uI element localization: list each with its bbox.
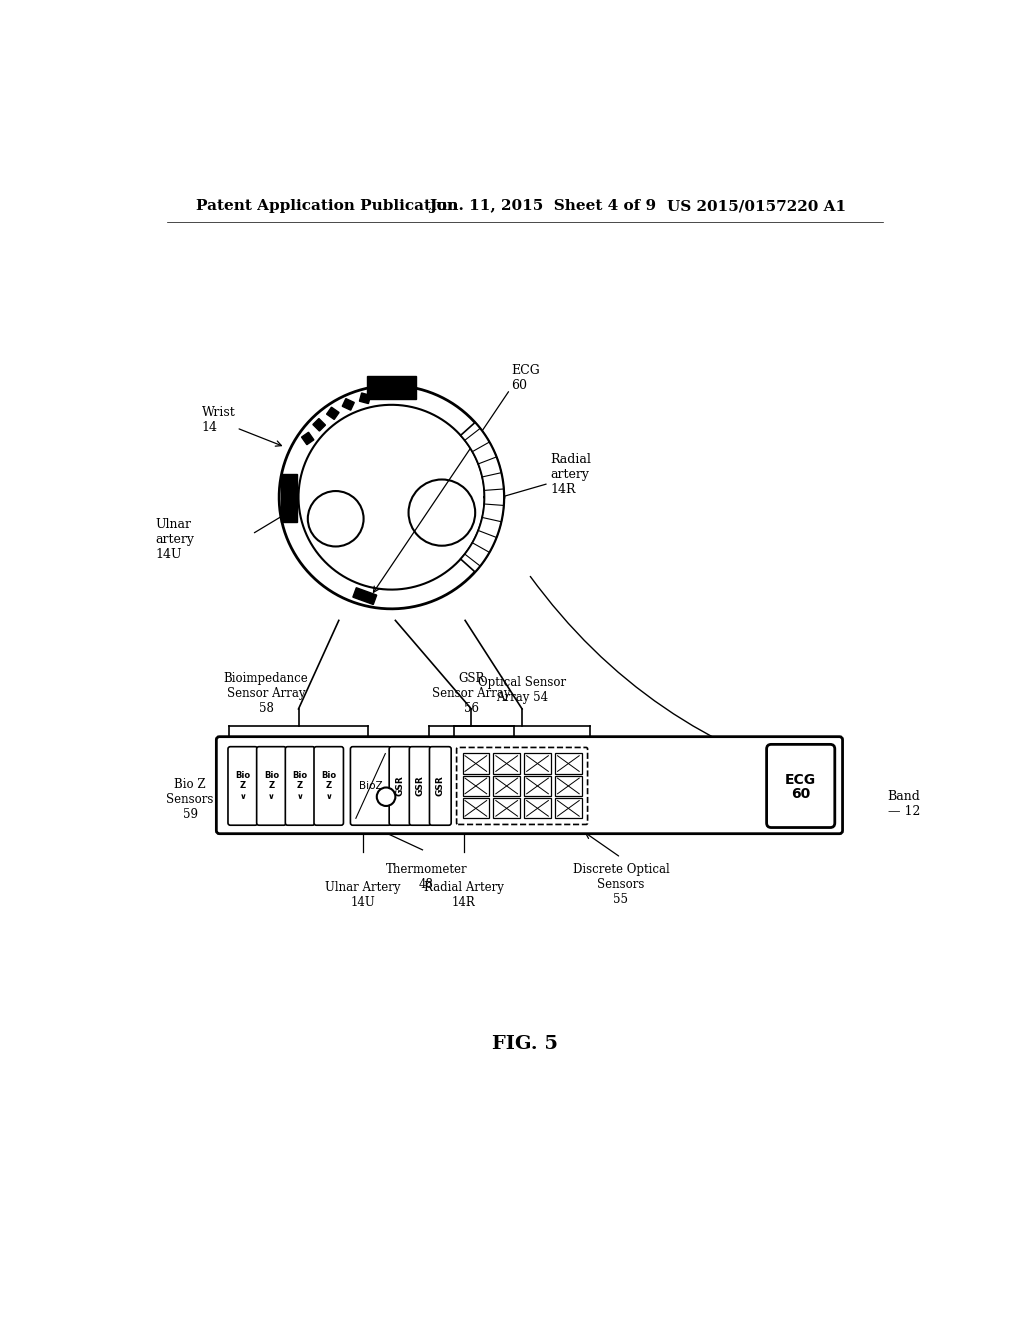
Text: Jun. 11, 2015  Sheet 4 of 9: Jun. 11, 2015 Sheet 4 of 9 (429, 199, 655, 213)
Polygon shape (461, 422, 504, 572)
Text: Band
— 12: Band — 12 (888, 791, 921, 818)
Circle shape (377, 788, 395, 807)
Text: Bio
Z
∨: Bio Z ∨ (322, 771, 336, 801)
Text: GSR: GSR (436, 776, 444, 796)
Wedge shape (280, 385, 504, 609)
Bar (524, 799, 551, 818)
Bar (555, 776, 582, 796)
FancyBboxPatch shape (457, 747, 588, 825)
Text: Discrete Optical
Sensors
55: Discrete Optical Sensors 55 (572, 863, 670, 906)
Bar (494, 754, 520, 774)
Bar (342, 399, 354, 411)
FancyBboxPatch shape (350, 747, 391, 825)
Text: Ulnar
artery
14U: Ulnar artery 14U (155, 517, 195, 561)
Text: Bio
Z
∨: Bio Z ∨ (264, 771, 279, 801)
Text: GSR
Sensor Array
56: GSR Sensor Array 56 (432, 672, 511, 715)
FancyBboxPatch shape (767, 744, 835, 828)
Text: Bio
Z
∨: Bio Z ∨ (236, 771, 250, 801)
Bar (524, 754, 551, 774)
Text: Bio Z
Sensors
59: Bio Z Sensors 59 (166, 777, 214, 821)
Bar (463, 776, 489, 796)
Text: GSR: GSR (395, 776, 404, 796)
Bar (359, 393, 371, 404)
Text: Radial Artery
14R: Radial Artery 14R (424, 880, 504, 908)
Text: Ulnar Artery
14U: Ulnar Artery 14U (325, 880, 400, 908)
Bar (555, 799, 582, 818)
Text: US 2015/0157220 A1: US 2015/0157220 A1 (667, 199, 846, 213)
Text: ECG
60: ECG 60 (512, 364, 541, 392)
FancyBboxPatch shape (257, 747, 286, 825)
Text: Thermometer
48: Thermometer 48 (386, 863, 467, 891)
Bar (327, 407, 339, 420)
Bar (555, 754, 582, 774)
Bar (463, 754, 489, 774)
FancyBboxPatch shape (216, 737, 843, 834)
Bar (301, 432, 314, 445)
Text: Bio
Z
∨: Bio Z ∨ (293, 771, 307, 801)
Text: BioZ: BioZ (358, 781, 382, 791)
Text: Light Source
64: Light Source 64 (598, 762, 675, 789)
FancyBboxPatch shape (314, 747, 343, 825)
FancyBboxPatch shape (286, 747, 314, 825)
Text: Radial
artery
14R: Radial artery 14R (550, 453, 591, 495)
Bar (367, 376, 417, 399)
FancyBboxPatch shape (389, 747, 411, 825)
Circle shape (308, 491, 364, 546)
Bar (281, 474, 297, 521)
FancyBboxPatch shape (429, 747, 452, 825)
Text: Wrist
14: Wrist 14 (202, 407, 236, 434)
Text: FIG. 5: FIG. 5 (492, 1035, 558, 1053)
Text: Optical Sensor
Array 54: Optical Sensor Array 54 (478, 676, 566, 704)
Text: Photodetector
62: Photodetector 62 (598, 783, 682, 810)
Text: 60: 60 (792, 787, 810, 801)
FancyBboxPatch shape (410, 747, 431, 825)
Text: Patent Application Publication: Patent Application Publication (197, 199, 458, 213)
Bar (524, 776, 551, 796)
Bar (353, 587, 377, 605)
Bar (494, 776, 520, 796)
Text: GSR: GSR (416, 776, 425, 796)
Circle shape (409, 479, 475, 545)
Text: ECG: ECG (785, 772, 816, 787)
Bar (494, 799, 520, 818)
Bar (463, 799, 489, 818)
Text: Bioimpedance
Sensor Array
58: Bioimpedance Sensor Array 58 (223, 672, 308, 715)
Bar (313, 418, 326, 432)
FancyBboxPatch shape (228, 747, 257, 825)
